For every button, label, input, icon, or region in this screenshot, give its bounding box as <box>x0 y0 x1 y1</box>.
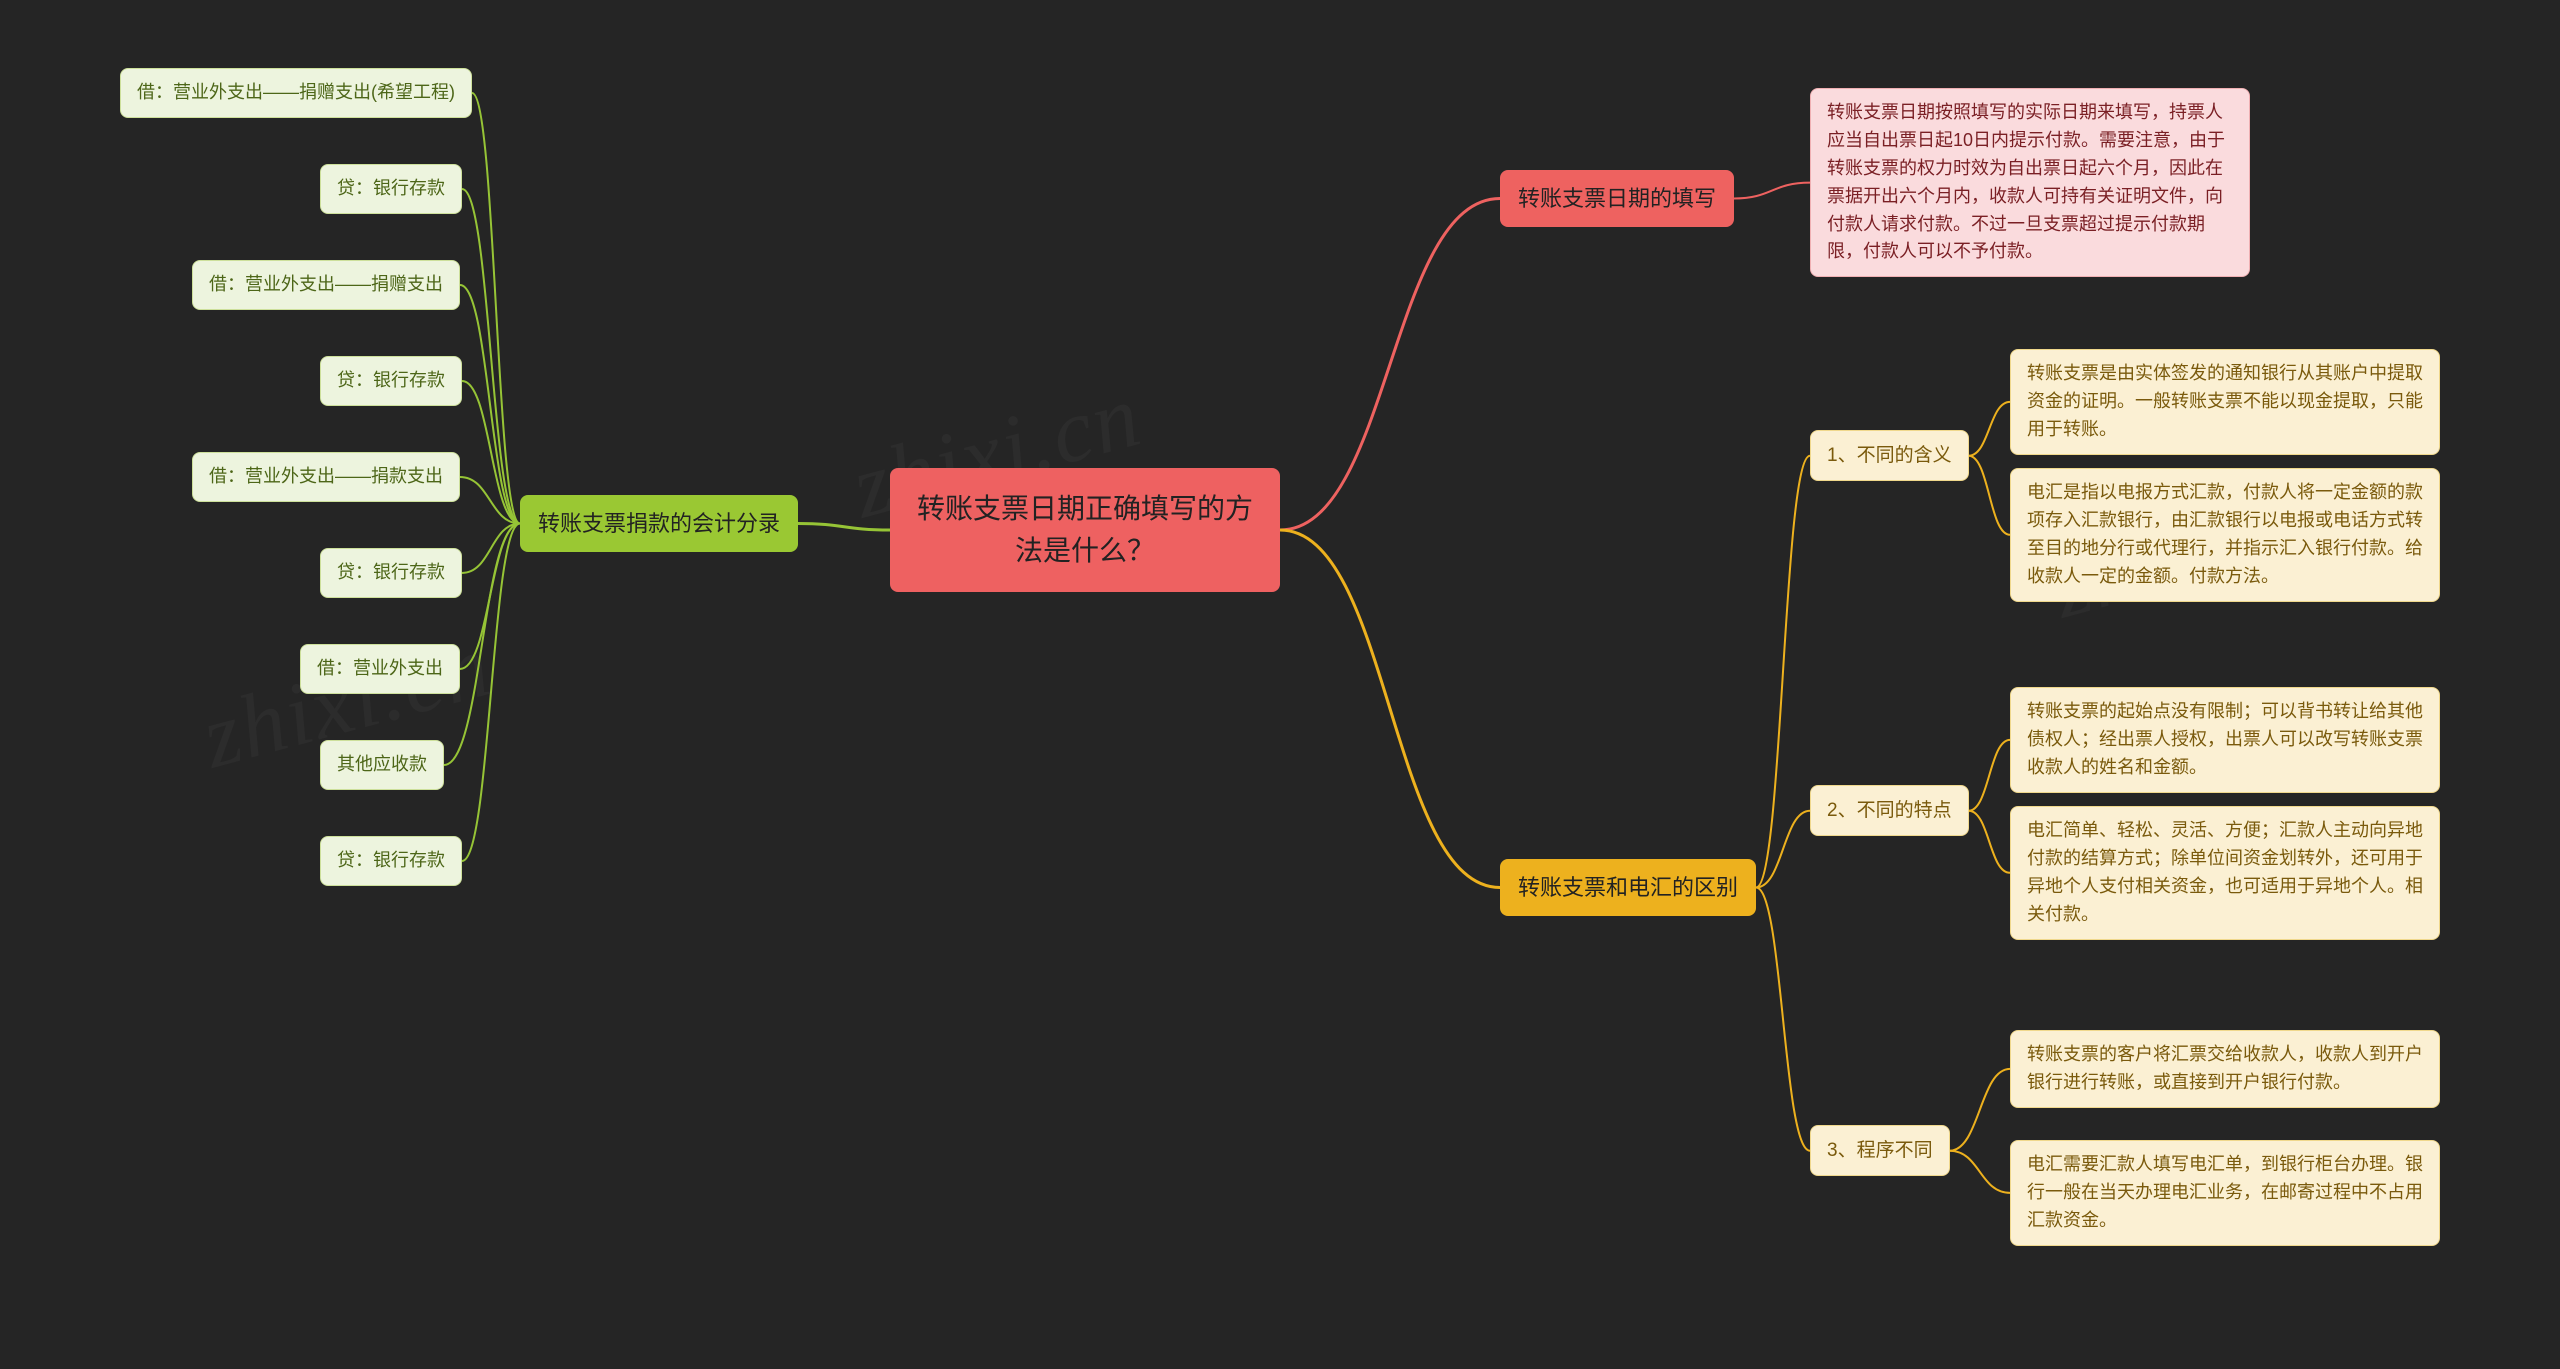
sub-0: 1、不同的含义 <box>1810 430 1969 481</box>
left-leaf-2: 借：营业外支出——捐赠支出 <box>192 260 460 310</box>
mindmap-canvas: zhixi.cn zhixi.cn zhixi.cn 转账支票日期正确填写的方法… <box>0 0 2560 1369</box>
sub0-leaf1: 电汇是指以电报方式汇款，付款人将一定金额的款项存入汇款银行，由汇款银行以电报或电… <box>2010 468 2440 602</box>
left-leaf-4: 借：营业外支出——捐款支出 <box>192 452 460 502</box>
sub2-leaf0: 转账支票的客户将汇票交给收款人，收款人到开户银行进行转账，或直接到开户银行付款。 <box>2010 1030 2440 1108</box>
branch-left: 转账支票捐款的会计分录 <box>520 495 798 552</box>
sub1-leaf0: 转账支票的起始点没有限制；可以背书转让给其他债权人；经出票人授权，出票人可以改写… <box>2010 687 2440 793</box>
root-node: 转账支票日期正确填写的方法是什么？ <box>890 468 1280 592</box>
left-leaf-6: 借：营业外支出 <box>300 644 460 694</box>
branch-right-bottom: 转账支票和电汇的区别 <box>1500 859 1756 916</box>
sub2-leaf1: 电汇需要汇款人填写电汇单，到银行柜台办理。银行一般在当天办理电汇业务，在邮寄过程… <box>2010 1140 2440 1246</box>
left-leaf-5: 贷：银行存款 <box>320 548 462 598</box>
right-top-leaf: 转账支票日期按照填写的实际日期来填写，持票人应当自出票日起10日内提示付款。需要… <box>1810 88 2250 277</box>
sub1-leaf1: 电汇简单、轻松、灵活、方便；汇款人主动向异地付款的结算方式；除单位间资金划转外，… <box>2010 806 2440 940</box>
left-leaf-0: 借：营业外支出——捐赠支出(希望工程) <box>120 68 472 118</box>
sub-2: 3、程序不同 <box>1810 1125 1950 1176</box>
left-leaf-7: 其他应收款 <box>320 740 444 790</box>
left-leaf-3: 贷：银行存款 <box>320 356 462 406</box>
left-leaf-1: 贷：银行存款 <box>320 164 462 214</box>
left-leaf-8: 贷：银行存款 <box>320 836 462 886</box>
sub0-leaf0: 转账支票是由实体签发的通知银行从其账户中提取资金的证明。一般转账支票不能以现金提… <box>2010 349 2440 455</box>
branch-right-top: 转账支票日期的填写 <box>1500 170 1734 227</box>
sub-1: 2、不同的特点 <box>1810 785 1969 836</box>
